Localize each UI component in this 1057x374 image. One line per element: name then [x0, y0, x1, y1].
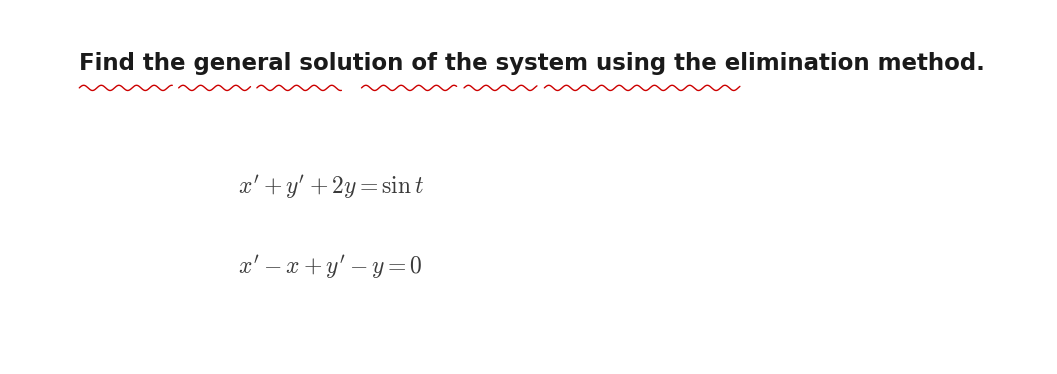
- Text: $x' - x + y' - y = 0$: $x' - x + y' - y = 0$: [238, 254, 423, 281]
- Text: $x' + y' + 2y = \sin t$: $x' + y' + 2y = \sin t$: [238, 173, 424, 201]
- Text: Find the general solution of the system using the elimination method.: Find the general solution of the system …: [79, 52, 985, 75]
